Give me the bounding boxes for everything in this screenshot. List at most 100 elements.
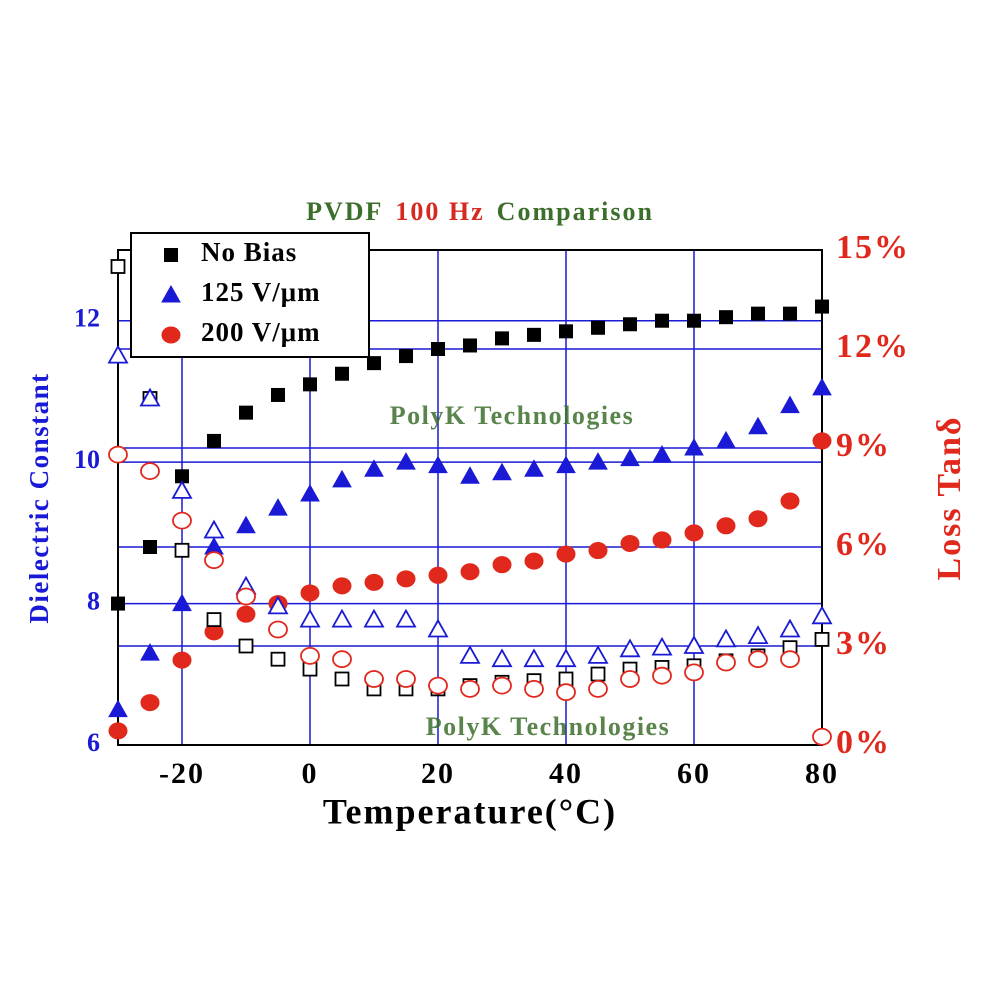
- marker-triangle: [748, 416, 768, 435]
- marker-square: [687, 313, 701, 328]
- marker-circle: [556, 545, 576, 563]
- y-axis-label: Dielectric Constant: [24, 372, 54, 623]
- marker-circle: [524, 552, 544, 570]
- marker-triangle: [139, 387, 161, 407]
- marker-triangle: [161, 284, 181, 303]
- marker-square: [559, 324, 573, 339]
- marker-square: [590, 666, 606, 682]
- marker-triangle: [332, 469, 352, 488]
- marker-triangle: [460, 466, 480, 484]
- chart-title: PVDF 100 Hz Comparison: [306, 197, 654, 226]
- marker-square: [431, 342, 445, 356]
- marker-circle: [161, 326, 181, 344]
- x-tick-label: 80: [805, 757, 839, 790]
- marker-triangle: [300, 483, 320, 502]
- title-part: 100 Hz: [395, 197, 484, 226]
- y2-tick-label: 15%: [836, 229, 910, 266]
- marker-triangle: [140, 643, 160, 661]
- marker-triangle: [331, 608, 353, 628]
- marker-circle: [492, 556, 512, 574]
- marker-triangle: [555, 648, 577, 668]
- marker-circle: [588, 542, 608, 560]
- marker-square: [751, 306, 765, 321]
- marker-circle: [268, 620, 288, 639]
- marker-square: [335, 366, 349, 381]
- y2-tick-label: 9%: [836, 427, 891, 464]
- marker-triangle: [683, 635, 705, 654]
- legend-label: 125 V/μm: [201, 277, 321, 307]
- y-tick-label: 6: [87, 728, 100, 757]
- y2-tick-label: 12%: [836, 328, 910, 365]
- marker-circle: [396, 670, 416, 688]
- y-tick-label: 12: [74, 304, 100, 333]
- marker-square: [239, 405, 253, 420]
- marker-square: [655, 313, 669, 328]
- marker-triangle: [524, 459, 544, 477]
- marker-triangle: [779, 618, 801, 638]
- marker-circle: [684, 663, 704, 682]
- marker-square: [719, 310, 733, 325]
- marker-triangle: [556, 455, 576, 474]
- marker-square: [110, 259, 126, 274]
- marker-triangle: [395, 608, 417, 628]
- marker-square: [334, 671, 350, 687]
- marker-square: [623, 317, 637, 332]
- y-tick-label: 8: [87, 587, 100, 616]
- marker-triangle: [620, 448, 640, 467]
- marker-circle: [716, 653, 736, 672]
- marker-triangle: [812, 377, 832, 396]
- marker-circle: [748, 650, 768, 669]
- watermark: PolyK Technologies: [426, 712, 670, 741]
- marker-circle: [204, 551, 224, 570]
- marker-triangle: [492, 462, 512, 481]
- marker-circle: [364, 573, 384, 591]
- marker-circle: [300, 584, 320, 602]
- y2-tick-label: 0%: [836, 724, 891, 761]
- marker-triangle: [203, 519, 225, 539]
- marker-square: [164, 248, 178, 262]
- marker-circle: [140, 462, 160, 481]
- marker-circle: [300, 647, 320, 665]
- marker-circle: [652, 531, 672, 549]
- legend-label: 200 V/μm: [201, 317, 321, 347]
- marker-square: [783, 306, 797, 321]
- marker-square: [238, 638, 254, 654]
- marker-triangle: [171, 480, 193, 499]
- marker-triangle: [780, 395, 800, 414]
- marker-circle: [236, 587, 256, 606]
- marker-circle: [332, 577, 352, 595]
- marker-square: [111, 596, 125, 611]
- marker-circle: [684, 524, 704, 542]
- marker-triangle: [587, 645, 609, 664]
- marker-circle: [108, 445, 128, 464]
- marker-triangle: [651, 636, 673, 656]
- marker-circle: [588, 680, 608, 698]
- marker-square: [463, 338, 477, 353]
- y2-tick-label: 6%: [836, 526, 891, 563]
- x-tick-label: 20: [421, 757, 455, 790]
- y2-axis-label: Loss Tanδ: [931, 415, 968, 580]
- marker-square: [143, 540, 157, 554]
- marker-circle: [172, 651, 192, 669]
- x-tick-label: -20: [159, 757, 205, 790]
- y2-tick-label: 3%: [836, 625, 891, 662]
- marker-circle: [620, 534, 640, 552]
- marker-circle: [780, 650, 800, 669]
- marker-triangle: [684, 437, 704, 456]
- marker-triangle: [268, 498, 288, 516]
- title-part: PVDF: [306, 197, 383, 226]
- marker-triangle: [299, 608, 321, 628]
- marker-square: [206, 612, 222, 627]
- marker-circle: [396, 570, 416, 588]
- marker-triangle: [427, 618, 449, 638]
- marker-circle: [140, 694, 160, 712]
- marker-square: [591, 320, 605, 335]
- watermark: PolyK Technologies: [390, 401, 634, 430]
- legend-label: No Bias: [201, 237, 297, 267]
- y-tick-label: 10: [74, 445, 100, 474]
- marker-square: [814, 632, 830, 647]
- marker-circle: [812, 432, 832, 450]
- marker-square: [495, 331, 509, 346]
- x-tick-label: 40: [549, 757, 583, 790]
